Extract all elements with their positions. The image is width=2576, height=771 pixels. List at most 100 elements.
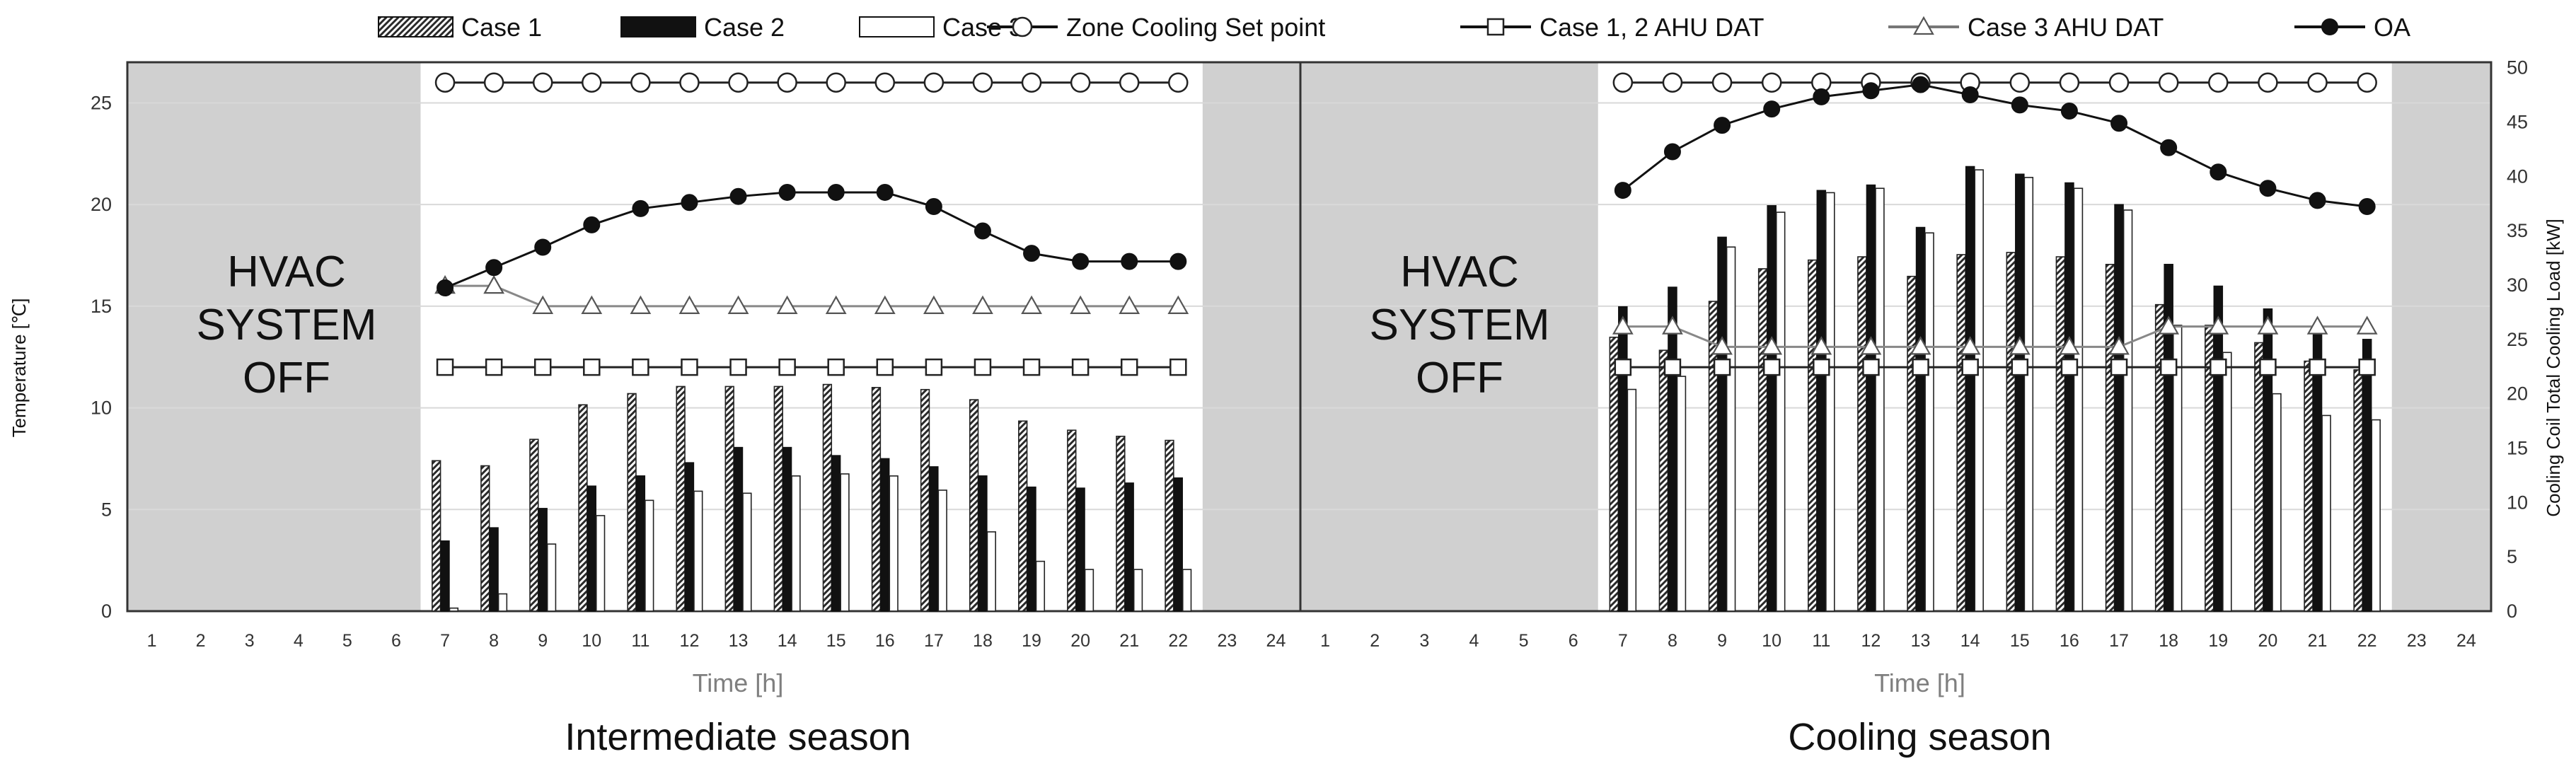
legend-item-case-2: Case 2 [620, 13, 785, 42]
bar-case-2 [782, 446, 792, 612]
point-case-1-2-ahu-dat [2309, 358, 2326, 376]
bar-case-3 [2073, 187, 2084, 612]
point-case-1-2-ahu-dat [583, 358, 601, 376]
point-oa [1961, 86, 1979, 103]
bar-case-3 [2272, 393, 2282, 612]
legend-swatch [378, 16, 454, 37]
legend-item-case-3-ahu-dat: Case 3 AHU DAT [1888, 13, 2164, 42]
point-case-3-ahu-dat [776, 295, 798, 314]
point-case-1-2-ahu-dat [533, 358, 552, 376]
bar-case-1 [871, 387, 882, 612]
point-oa [876, 183, 894, 201]
point-oa [681, 194, 698, 211]
bar-case-2 [489, 527, 499, 612]
bar-case-3 [1875, 187, 1885, 612]
bar-case-1 [1609, 336, 1619, 612]
point-case-3-ahu-dat [581, 295, 603, 314]
point-oa [583, 216, 601, 233]
point-case-1-2-ahu-dat [1169, 358, 1187, 376]
point-case-3-ahu-dat [1761, 336, 1783, 355]
x-tick-label: 8 [1668, 631, 1677, 651]
point-oa [2160, 139, 2178, 156]
bar-case-2 [2362, 339, 2372, 612]
point-case-1-2-ahu-dat [2259, 358, 2277, 376]
point-case-3-ahu-dat [2059, 336, 2080, 355]
bar-case-1 [1165, 439, 1174, 612]
x-tick-label: 12 [680, 631, 700, 651]
point-case-1-2-ahu-dat [1813, 358, 1830, 376]
legend-label: Case 1 [461, 13, 542, 42]
bar-case-3 [1676, 376, 1687, 612]
bar-case-2 [929, 466, 939, 612]
y-left-tick-label: 10 [91, 398, 112, 419]
point-oa [827, 183, 845, 201]
point-oa [2358, 198, 2376, 216]
point-zone-cooling-set-point [1021, 72, 1042, 93]
point-oa [1169, 253, 1187, 270]
point-zone-cooling-set-point [1119, 72, 1140, 93]
point-zone-cooling-set-point [1070, 72, 1091, 93]
bar-case-1 [2055, 256, 2066, 612]
point-case-1-2-ahu-dat [1862, 358, 1880, 376]
bar-case-3 [595, 515, 606, 612]
legend-marker [1486, 18, 1505, 36]
point-case-3-ahu-dat [1711, 336, 1733, 355]
point-zone-cooling-set-point [2208, 72, 2229, 93]
bar-case-1 [2353, 369, 2363, 612]
legend-marker [2321, 18, 2338, 35]
bar-case-2 [1075, 487, 1085, 612]
point-zone-cooling-set-point [2158, 72, 2179, 93]
point-oa [2210, 163, 2227, 181]
point-case-3-ahu-dat [2257, 315, 2279, 335]
point-oa [925, 198, 942, 216]
hvac-off-zone [1300, 62, 1598, 611]
x-tick-label: 11 [631, 631, 649, 651]
bar-case-1 [2105, 264, 2115, 612]
bar-case-1 [2254, 342, 2264, 612]
bar-case-1 [969, 399, 979, 612]
hvac-off-label: OFF [243, 354, 330, 402]
x-tick-label: 8 [489, 631, 499, 651]
x-tick-label: 2 [1370, 631, 1380, 651]
point-case-3-ahu-dat [1810, 336, 1832, 355]
point-oa [485, 259, 503, 277]
point-case-3-ahu-dat [532, 295, 554, 314]
x-tick-label: 9 [1717, 631, 1727, 651]
point-case-1-2-ahu-dat [436, 358, 454, 376]
x-tick-label: 17 [924, 631, 944, 651]
point-case-3-ahu-dat [1959, 336, 1981, 355]
bar-case-3 [1726, 246, 1736, 612]
point-case-3-ahu-dat [874, 295, 896, 314]
point-case-1-2-ahu-dat [729, 358, 747, 376]
x-tick-label: 6 [1569, 631, 1578, 651]
legend-marker [1913, 16, 1934, 35]
bar-case-3 [2321, 415, 2331, 612]
point-zone-cooling-set-point [826, 72, 846, 93]
x-tick-label: 21 [2308, 631, 2328, 651]
point-oa [1072, 253, 1090, 270]
point-case-3-ahu-dat [2158, 315, 2180, 335]
point-case-1-2-ahu-dat [827, 358, 845, 376]
bar-case-2 [1173, 477, 1183, 612]
x-tick-label: 5 [1519, 631, 1529, 651]
bar-case-2 [1965, 166, 1975, 612]
legend-label: Case 2 [704, 13, 785, 42]
x-tick-label: 16 [2060, 631, 2079, 651]
point-case-1-2-ahu-dat [876, 358, 894, 376]
point-case-1-2-ahu-dat [2159, 358, 2178, 376]
bar-case-1 [1757, 268, 1768, 612]
legend-item-case-3: Case 3 [859, 13, 1023, 42]
bar-case-1 [627, 393, 637, 612]
y-right-tick-label: 35 [2507, 220, 2528, 241]
bar-case-2 [1668, 286, 1677, 612]
point-zone-cooling-set-point [2357, 72, 2377, 93]
x-tick-label: 17 [2109, 631, 2129, 651]
x-tick-label: 2 [196, 631, 206, 651]
bar-case-1 [480, 465, 490, 612]
point-zone-cooling-set-point [2009, 72, 2031, 93]
legend: Case 1 Case 2 Case 3 Zone Cooling Set point… [378, 13, 2410, 42]
point-zone-cooling-set-point [1662, 72, 1683, 93]
point-oa [2060, 102, 2078, 120]
x-tick-label: 11 [1812, 631, 1830, 651]
